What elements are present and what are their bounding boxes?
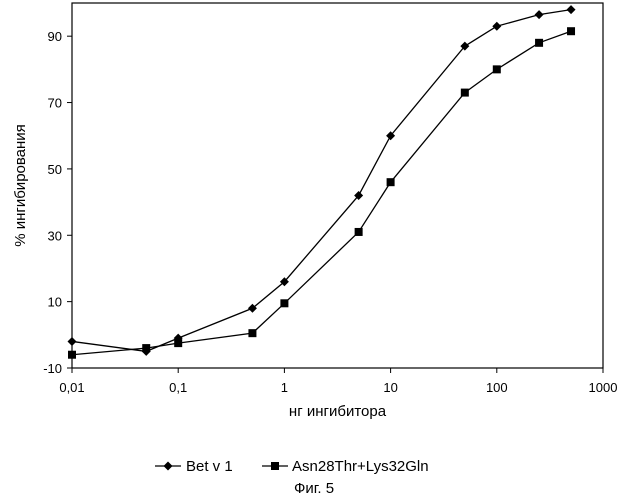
plot-frame (72, 3, 603, 368)
y-tick-label: -10 (43, 361, 62, 376)
x-axis: 0,01 0,1 1 10 100 1000 (59, 368, 617, 395)
y-axis: -10 10 30 50 70 90 (43, 29, 72, 376)
series-line (72, 31, 571, 355)
legend-marker (271, 462, 279, 470)
x-tick-label: 100 (486, 380, 508, 395)
y-tick-label: 10 (48, 295, 62, 310)
x-tick-label: 0,01 (59, 380, 84, 395)
x-tick-label: 10 (383, 380, 397, 395)
data-point (535, 10, 544, 19)
data-point (493, 65, 501, 73)
data-point (567, 5, 576, 14)
data-point (567, 27, 575, 35)
data-point (68, 351, 76, 359)
data-point (142, 344, 150, 352)
series-layer (68, 5, 576, 359)
data-point (461, 89, 469, 97)
x-tick-label: 1000 (589, 380, 618, 395)
data-point (174, 339, 182, 347)
legend-label: Bet v 1 (186, 458, 233, 475)
legend-item: Asn28Thr+Lys32Gln (262, 458, 429, 475)
data-point (280, 299, 288, 307)
series-1 (68, 5, 576, 356)
y-tick-label: 50 (48, 162, 62, 177)
data-point (535, 39, 543, 47)
data-point (248, 329, 256, 337)
legend-item: Bet v 1 (155, 458, 233, 475)
series-2 (68, 27, 575, 359)
x-tick-label: 0,1 (169, 380, 187, 395)
x-tick-label: 1 (281, 380, 288, 395)
data-point (492, 22, 501, 31)
y-axis-title: % ингибирования (12, 124, 29, 247)
x-axis-title: нг ингибитора (289, 403, 387, 420)
plot-area (72, 3, 603, 368)
y-tick-label: 30 (48, 228, 62, 243)
series-line (72, 10, 571, 352)
y-tick-label: 90 (48, 29, 62, 44)
data-point (68, 337, 77, 346)
data-point (355, 228, 363, 236)
legend: Bet v 1 Asn28Thr+Lys32Gln (155, 458, 429, 475)
y-tick-label: 70 (48, 96, 62, 111)
legend-label: Asn28Thr+Lys32Gln (292, 458, 429, 475)
figure-caption: Фиг. 5 (294, 480, 334, 497)
data-point (387, 178, 395, 186)
legend-marker (164, 462, 173, 471)
